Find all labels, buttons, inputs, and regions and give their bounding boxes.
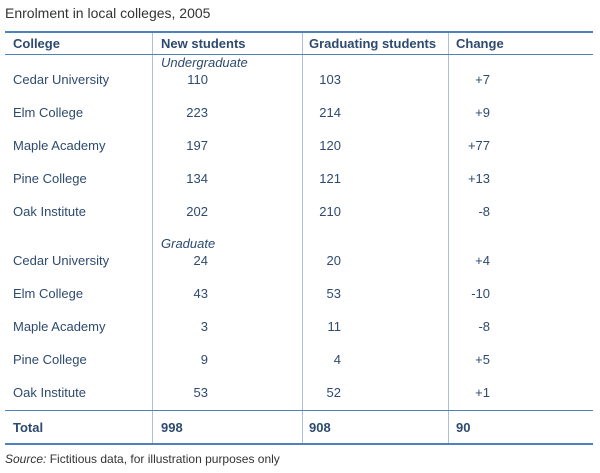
row-change: +5 bbox=[475, 352, 490, 367]
row-change: -8 bbox=[478, 204, 490, 219]
row-graduating-students: 103 bbox=[319, 72, 341, 87]
header-new-students: New students bbox=[161, 36, 246, 51]
total-label: Total bbox=[13, 420, 44, 435]
total-graduating-students: 908 bbox=[309, 420, 331, 435]
row-change: +77 bbox=[467, 138, 490, 153]
source-note: Source: Fictitious data, for illustratio… bbox=[5, 452, 280, 466]
row-change: -8 bbox=[478, 319, 490, 334]
row-college: Pine College bbox=[13, 352, 87, 367]
row-new-students: 24 bbox=[193, 253, 208, 268]
row-change: +4 bbox=[475, 253, 490, 268]
row-college: Cedar University bbox=[13, 72, 110, 87]
enrolment-table: College New students Graduating students… bbox=[5, 31, 593, 445]
source-label: Source: bbox=[5, 452, 47, 466]
row-graduating-students: 52 bbox=[326, 385, 341, 400]
row-graduating-students: 121 bbox=[319, 171, 341, 186]
row-graduating-students: 120 bbox=[319, 138, 341, 153]
column-divider bbox=[152, 33, 153, 443]
row-college: Pine College bbox=[13, 171, 87, 186]
header-rule bbox=[5, 54, 593, 55]
row-new-students: 197 bbox=[186, 138, 208, 153]
total-new-students: 998 bbox=[161, 420, 183, 435]
table-title: Enrolment in local colleges, 2005 bbox=[5, 5, 211, 21]
total-rule bbox=[5, 410, 593, 411]
row-college: Elm College bbox=[13, 105, 84, 120]
row-graduating-students: 214 bbox=[319, 105, 341, 120]
column-divider bbox=[302, 33, 303, 443]
row-new-students: 223 bbox=[186, 105, 208, 120]
row-new-students: 53 bbox=[193, 385, 208, 400]
section-label-graduate: Graduate bbox=[161, 236, 216, 251]
row-graduating-students: 4 bbox=[333, 352, 341, 367]
column-divider bbox=[448, 33, 449, 443]
row-change: +1 bbox=[475, 385, 490, 400]
header-change: Change bbox=[456, 36, 504, 51]
row-new-students: 110 bbox=[187, 72, 208, 87]
row-graduating-students: 210 bbox=[319, 204, 341, 219]
row-graduating-students: 11 bbox=[327, 319, 342, 334]
row-change: +9 bbox=[475, 105, 490, 120]
row-new-students: 43 bbox=[193, 286, 208, 301]
row-college: Maple Academy bbox=[13, 319, 106, 334]
row-new-students: 3 bbox=[200, 319, 208, 334]
row-new-students: 202 bbox=[186, 204, 208, 219]
section-label-undergraduate: Undergraduate bbox=[161, 55, 248, 70]
row-college: Cedar University bbox=[13, 253, 110, 268]
row-college: Oak Institute bbox=[13, 385, 86, 400]
total-change: 90 bbox=[456, 420, 471, 435]
row-change: +13 bbox=[467, 171, 490, 186]
row-change: -10 bbox=[471, 286, 490, 301]
row-new-students: 134 bbox=[186, 171, 208, 186]
row-graduating-students: 20 bbox=[326, 253, 341, 268]
row-change: +7 bbox=[475, 72, 490, 87]
header-graduating-students: Graduating students bbox=[309, 36, 437, 51]
header-college: College bbox=[13, 36, 60, 51]
row-college: Oak Institute bbox=[13, 204, 86, 219]
row-college: Maple Academy bbox=[13, 138, 106, 153]
row-college: Elm College bbox=[13, 286, 84, 301]
row-new-students: 9 bbox=[200, 352, 208, 367]
source-text: Fictitious data, for illustration purpos… bbox=[46, 452, 280, 466]
row-graduating-students: 53 bbox=[326, 286, 341, 301]
